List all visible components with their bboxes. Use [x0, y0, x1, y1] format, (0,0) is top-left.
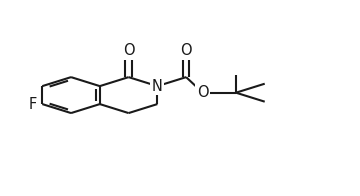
Text: O: O [180, 43, 192, 58]
Text: O: O [123, 43, 134, 58]
Text: N: N [152, 79, 163, 94]
Text: O: O [197, 85, 208, 100]
Text: F: F [29, 97, 37, 112]
